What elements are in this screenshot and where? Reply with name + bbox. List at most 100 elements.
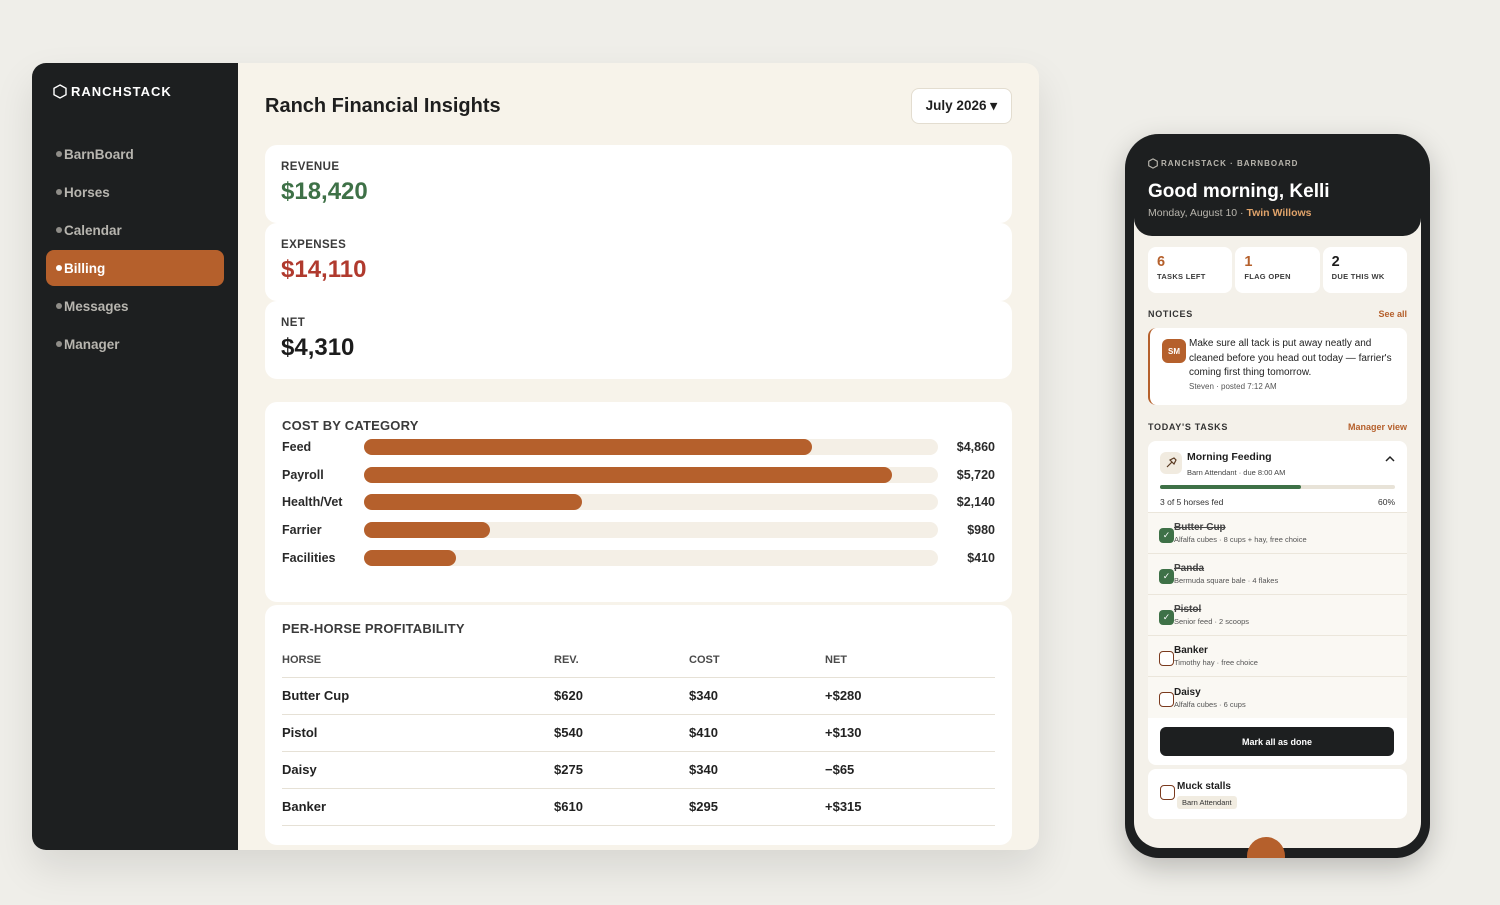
list-item: ✓ Panda Bermuda square bale · 4 flakes (1148, 554, 1407, 595)
horse-name: Butter Cup (1174, 522, 1226, 533)
cost-cell: $340 (689, 751, 825, 789)
horse-name-cell: Butter Cup (282, 677, 554, 715)
brand: RANCHSTACK (32, 83, 238, 100)
category-label: Health/Vet (282, 495, 343, 510)
tasks-header: TODAY'S TASKS Manager view (1148, 422, 1407, 432)
checkbox-checked[interactable]: ✓ (1159, 568, 1174, 584)
category-label: Facilities (282, 550, 336, 565)
stat-label: TASKS LEFT (1157, 272, 1206, 281)
greeting: Good morning, Kelli (1148, 181, 1330, 202)
sidebar-item-manager[interactable]: Manager (46, 326, 224, 362)
checkbox-checked[interactable]: ✓ (1159, 609, 1174, 625)
sidebar-item-label: Messages (64, 298, 129, 314)
net-cell: +$130 (825, 714, 995, 752)
category-row: Feed $4,860 (282, 433, 995, 461)
category-amount: $980 (967, 522, 995, 537)
table-row: Butter Cup $620 $340 +$280 (282, 677, 995, 715)
category-bar-fill (364, 549, 456, 566)
category-row: Payroll $5,720 (282, 461, 995, 489)
horse-name: Panda (1174, 563, 1205, 574)
sidebar-item-barnboard[interactable]: BarnBoard (46, 136, 224, 172)
category-bar-fill (364, 438, 812, 455)
horse-name-cell: Pistol (282, 714, 554, 752)
category-bar-fill (364, 466, 893, 483)
checkbox-unchecked[interactable] (1159, 650, 1174, 666)
checkbox-unchecked[interactable] (1160, 785, 1175, 800)
checkbox-unchecked[interactable] (1159, 692, 1174, 707)
category-bar-track (364, 549, 938, 566)
net-cell: +$280 (825, 677, 995, 715)
chevron-up-icon[interactable] (1385, 455, 1395, 462)
revenue-label: REVENUE (281, 161, 340, 173)
table-row: Banker $610 $295 +$315 (282, 788, 995, 826)
bullet-icon (56, 227, 62, 233)
category-row: Health/Vet $2,140 (282, 488, 995, 516)
sidebar-item-calendar[interactable]: Calendar (46, 212, 224, 248)
cost-cell: $410 (689, 714, 825, 752)
phone-frame: RANCHSTACK · BARNBOARD Good morning, Kel… (1125, 134, 1430, 858)
expenses-value: $14,110 (281, 256, 367, 283)
sidebar: RANCHSTACK BarnBoard Horses Calendar Bil… (32, 63, 238, 850)
mark-all-done-button[interactable]: Mark all as done (1160, 727, 1394, 756)
table-row: Pistol $540 $410 +$130 (282, 714, 995, 752)
sidebar-item-messages[interactable]: Messages (46, 288, 224, 324)
see-all-link[interactable]: See all (1378, 309, 1407, 319)
muck-stalls-task[interactable]: Muck stalls Barn Attendant (1148, 769, 1407, 819)
cost-by-category-panel: COST BY CATEGORY Feed $4,860 Payroll $5,… (265, 402, 1012, 602)
stat-number: 1 (1244, 254, 1253, 270)
page-title: Ranch Financial Insights (265, 94, 501, 117)
stat-flag-open[interactable]: 1 FLAG OPEN (1235, 247, 1320, 293)
horse-name-cell: Banker (282, 788, 554, 826)
horse-detail: Alfalfa cubes · 6 cups (1174, 699, 1246, 709)
task-title: Morning Feeding (1187, 451, 1272, 463)
horse-name-cell: Daisy (282, 751, 554, 789)
cost-cell: $340 (689, 677, 825, 715)
floating-action-button[interactable] (1247, 837, 1285, 858)
column-header-rev: REV. (554, 644, 689, 678)
task-info: Morning Feeding Barn Attendant · due 8:0… (1187, 451, 1285, 477)
stat-tasks-left[interactable]: 6 TASKS LEFT (1148, 247, 1233, 293)
hexagon-logo-icon (1148, 158, 1158, 169)
stat-due-this-week[interactable]: 2 DUE THIS WK (1322, 247, 1407, 293)
notice-text: Make sure all tack is put away neatly an… (1189, 338, 1392, 378)
phone-brand-text: RANCHSTACK · BARNBOARD (1161, 159, 1299, 168)
category-amount: $4,860 (956, 439, 995, 454)
sidebar-nav: BarnBoard Horses Calendar Billing Messag… (32, 136, 238, 362)
ranch-name: Twin Willows (1246, 207, 1312, 219)
horse-detail: Timothy hay · free choice (1174, 658, 1258, 667)
category-row: Facilities $410 (282, 544, 995, 572)
notice-meta: Steven · posted 7:12 AM (1189, 381, 1277, 391)
sidebar-item-label: Manager (64, 336, 120, 352)
notice-card[interactable]: SM Make sure all tack is put away neatly… (1148, 328, 1407, 405)
stat-label: DUE THIS WK (1331, 272, 1385, 281)
list-item: ✓ Butter Cup Alfalfa cubes · 8 cups + hay… (1148, 513, 1407, 554)
net-cell: −$65 (825, 751, 995, 789)
bullet-icon (56, 303, 62, 309)
sidebar-item-label: Calendar (64, 222, 122, 238)
month-selector[interactable]: July 2026 ▾ (910, 88, 1012, 124)
horse-name: Pistol (1174, 604, 1202, 615)
notices-title: NOTICES (1148, 309, 1193, 319)
checkbox-checked[interactable]: ✓ (1159, 527, 1174, 543)
summary-stats: REVENUE $18,420 EXPENSES $14,110 NET $4,… (265, 145, 1012, 379)
task-title: Muck stalls (1177, 781, 1231, 792)
bullet-icon (56, 151, 62, 157)
page-header: Ranch Financial Insights July 2026 ▾ (265, 88, 1012, 124)
sidebar-item-billing[interactable]: Billing (46, 250, 224, 286)
brand-name: RANCHSTACK (71, 84, 172, 99)
category-bar-track (364, 494, 938, 511)
manager-view-link[interactable]: Manager view (1347, 422, 1407, 432)
net-cell: +$315 (825, 788, 995, 826)
progress-percent: 60% (1377, 497, 1395, 507)
horse-detail: Senior feed · 2 scoops (1174, 617, 1250, 626)
column-header-net: NET (825, 644, 995, 678)
sidebar-item-horses[interactable]: Horses (46, 174, 224, 210)
horse-name: Banker (1174, 645, 1208, 656)
task-header[interactable]: Morning Feeding Barn Attendant · due 8:0… (1148, 441, 1407, 485)
profitability-table: HORSE REV. COST NET Butter Cup $620 $340… (282, 644, 995, 826)
notices-header: NOTICES See all (1148, 309, 1407, 319)
category-bar-fill (364, 494, 583, 511)
bullet-icon (56, 265, 62, 271)
category-amount: $410 (967, 550, 995, 565)
date-text: Monday, August 10 · (1148, 207, 1247, 219)
